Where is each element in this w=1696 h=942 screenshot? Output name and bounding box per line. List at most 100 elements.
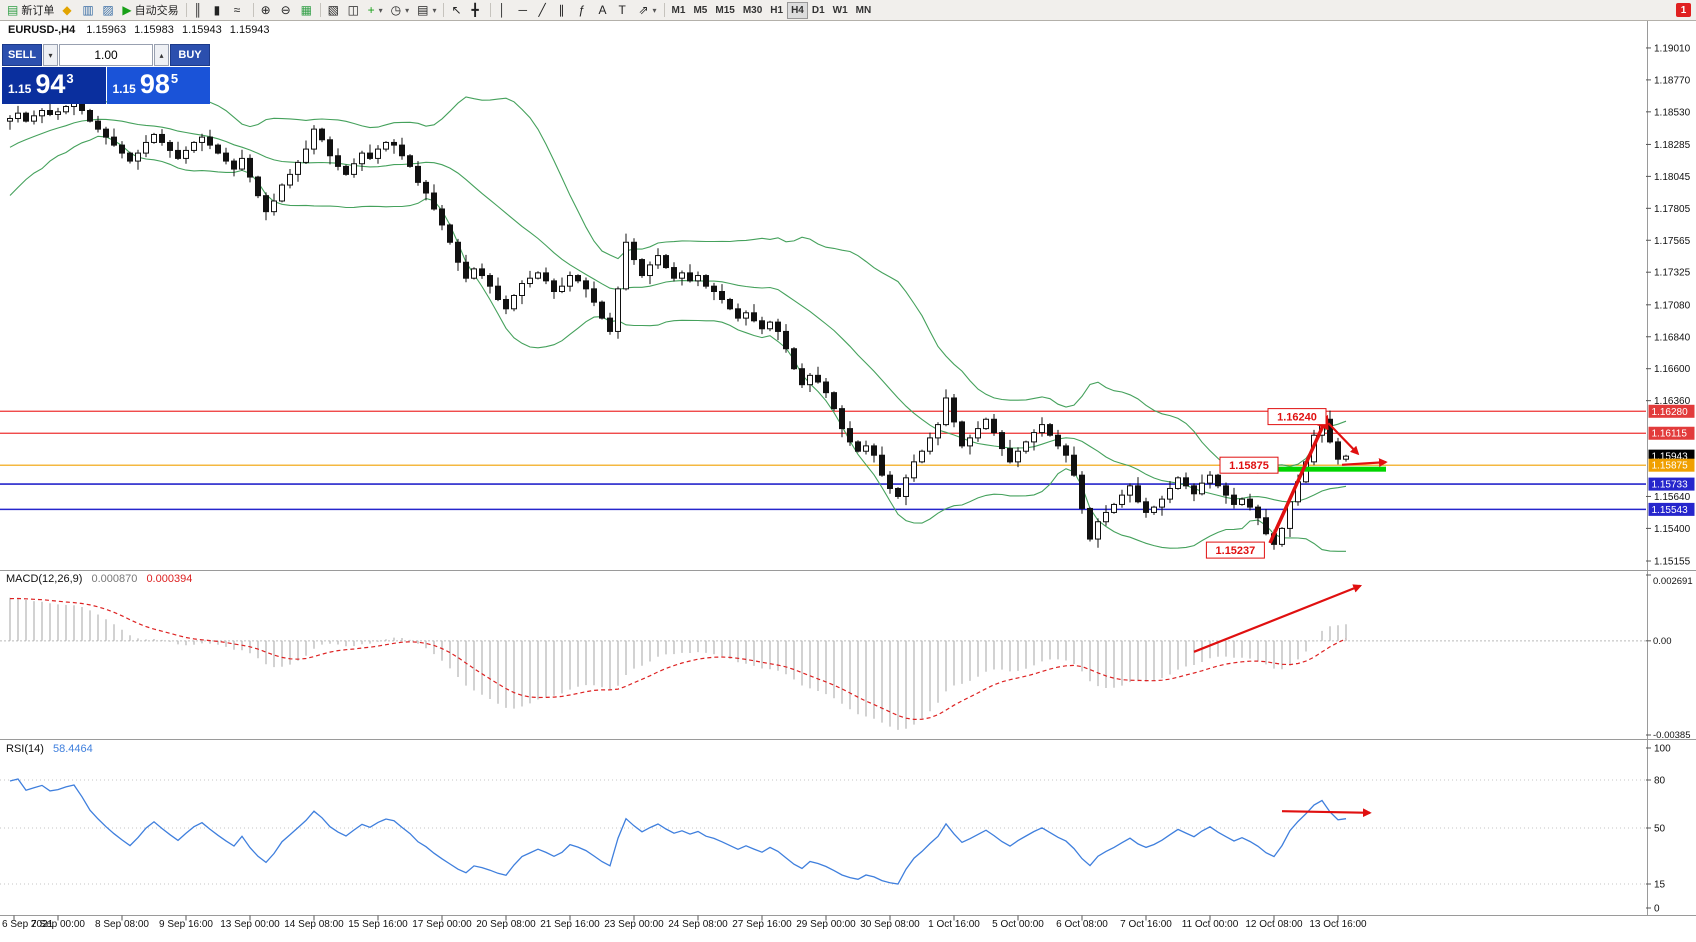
chart-bars-button[interactable]: ║ bbox=[190, 2, 210, 19]
crosshair-button[interactable]: ╋ bbox=[467, 2, 487, 19]
auto-trading-button[interactable]: ▶ 自动交易 bbox=[118, 2, 182, 19]
tf-m15-button[interactable]: M15 bbox=[711, 2, 738, 19]
add-indicator-button[interactable]: + ▾ bbox=[364, 2, 387, 19]
notification-badge[interactable]: 1 bbox=[1676, 3, 1691, 17]
toolbar-separator bbox=[252, 3, 254, 17]
toolbar-separator bbox=[319, 3, 321, 17]
navigator-button[interactable]: ▨ bbox=[98, 2, 118, 19]
periods-button[interactable]: ◷ ▾ bbox=[387, 2, 414, 19]
sell-price-display[interactable]: 1.15 94 3 bbox=[2, 67, 106, 104]
market-watch-button[interactable]: ◆ bbox=[58, 2, 78, 19]
svg-text:27 Sep 16:00: 27 Sep 16:00 bbox=[732, 919, 792, 930]
fibonacci-button[interactable]: ƒ bbox=[574, 2, 594, 19]
svg-text:1.18530: 1.18530 bbox=[1654, 107, 1691, 118]
templates-button[interactable]: ▤ ▾ bbox=[413, 2, 440, 19]
trade-panel-controls: SELL ▾ ▴ BUY bbox=[2, 44, 210, 66]
volume-down-button[interactable]: ▾ bbox=[43, 44, 58, 66]
macd-label: MACD(12,26,9) bbox=[6, 573, 83, 585]
volume-input[interactable] bbox=[59, 44, 153, 66]
svg-text:11 Oct 00:00: 11 Oct 00:00 bbox=[1182, 919, 1239, 930]
chart-candles-icon: ▮ bbox=[213, 3, 221, 17]
chart-line-button[interactable]: ≈ bbox=[230, 2, 250, 19]
tile-windows-icon: ▦ bbox=[300, 3, 312, 17]
svg-text:1.17805: 1.17805 bbox=[1654, 204, 1691, 215]
rsi-value: 58.4464 bbox=[52, 743, 93, 755]
tf-w1-button[interactable]: W1 bbox=[829, 2, 852, 19]
auto-trading-icon: ▶ bbox=[122, 3, 132, 17]
toolbar-separator bbox=[443, 3, 445, 17]
label-button[interactable]: T bbox=[614, 2, 634, 19]
market-watch-icon: ◆ bbox=[62, 3, 72, 17]
volume-up-button[interactable]: ▴ bbox=[154, 44, 169, 66]
arrows-button[interactable]: ⇗ ▾ bbox=[634, 2, 660, 19]
new-order-button-label: 新订单 bbox=[21, 5, 55, 17]
auto-trading-button-label: 自动交易 bbox=[134, 5, 179, 17]
tile-windows-button[interactable]: ▦ bbox=[297, 2, 317, 19]
trade-panel-prices: 1.15 94 3 1.15 98 5 bbox=[2, 67, 210, 104]
chart-candles-button[interactable]: ▮ bbox=[210, 2, 230, 19]
buy-button[interactable]: BUY bbox=[170, 44, 210, 66]
open-value: 1.15963 bbox=[86, 24, 127, 36]
svg-text:1.18285: 1.18285 bbox=[1654, 140, 1691, 151]
vertical-line-button[interactable]: │ bbox=[494, 2, 514, 19]
tf-m30-button[interactable]: M30 bbox=[739, 2, 766, 19]
text-button[interactable]: A bbox=[594, 2, 614, 19]
svg-text:1.17325: 1.17325 bbox=[1654, 268, 1691, 279]
zoom-in-icon: ⊕ bbox=[260, 3, 271, 17]
svg-text:1 Oct 16:00: 1 Oct 16:00 bbox=[928, 919, 980, 930]
chevron-up-icon: ▴ bbox=[159, 50, 164, 60]
svg-text:7 Sep 00:00: 7 Sep 00:00 bbox=[31, 919, 85, 930]
periods-icon: ◷ bbox=[390, 3, 402, 17]
tf-m5-button[interactable]: M5 bbox=[689, 2, 711, 19]
tf-h4-button[interactable]: H4 bbox=[787, 1, 808, 19]
channel-icon: ∥ bbox=[558, 3, 565, 17]
svg-text:12 Oct 08:00: 12 Oct 08:00 bbox=[1245, 919, 1303, 930]
sell-price-prefix: 1.15 bbox=[8, 82, 32, 96]
svg-text:7 Oct 16:00: 7 Oct 16:00 bbox=[1120, 919, 1172, 930]
trendline-button[interactable]: ╱ bbox=[534, 2, 554, 19]
chevron-down-icon: ▾ bbox=[432, 5, 437, 15]
new-order-button[interactable]: ▤ 新订单 bbox=[3, 2, 58, 19]
tf-h1-button[interactable]: H1 bbox=[766, 2, 787, 19]
sell-button[interactable]: SELL bbox=[2, 44, 42, 66]
add-indicator-icon: + bbox=[367, 3, 375, 17]
channel-button[interactable]: ∥ bbox=[554, 2, 574, 19]
zoom-in-button[interactable]: ⊕ bbox=[257, 2, 277, 19]
tf-mn-button[interactable]: MN bbox=[852, 2, 876, 19]
zoom-out-button[interactable]: ⊖ bbox=[277, 2, 297, 19]
svg-text:1.15400: 1.15400 bbox=[1654, 524, 1691, 535]
svg-text:8 Sep 08:00: 8 Sep 08:00 bbox=[95, 919, 149, 930]
text-icon: A bbox=[598, 3, 607, 17]
tf-h1-button-label: H1 bbox=[770, 4, 784, 16]
tf-mn-button-label: MN bbox=[855, 4, 872, 16]
low-value: 1.15943 bbox=[181, 24, 222, 36]
data-window-icon: ▥ bbox=[82, 3, 94, 17]
tf-d1-button[interactable]: D1 bbox=[808, 2, 829, 19]
horizontal-line-button[interactable]: ─ bbox=[514, 2, 534, 19]
svg-text:15 Sep 16:00: 15 Sep 16:00 bbox=[348, 919, 408, 930]
data-window-button[interactable]: ▥ bbox=[78, 2, 98, 19]
buy-price-display[interactable]: 1.15 98 5 bbox=[106, 67, 210, 104]
tf-m15-button-label: M15 bbox=[715, 4, 735, 16]
svg-text:1.15733: 1.15733 bbox=[1652, 480, 1689, 491]
fibonacci-icon: ƒ bbox=[578, 3, 586, 17]
buy-price-prefix: 1.15 bbox=[112, 82, 136, 96]
sell-price-big: 94 bbox=[35, 69, 66, 99]
chart-list-button[interactable]: ◫ bbox=[344, 2, 364, 19]
navigator-icon: ▨ bbox=[102, 3, 114, 17]
svg-text:17 Sep 00:00: 17 Sep 00:00 bbox=[412, 919, 472, 930]
svg-text:1.18045: 1.18045 bbox=[1654, 172, 1691, 183]
svg-text:0.002691: 0.002691 bbox=[1653, 576, 1693, 587]
crosshair-icon: ╋ bbox=[471, 3, 479, 17]
profiles-button[interactable]: ▧ bbox=[324, 2, 344, 19]
svg-text:1.15943: 1.15943 bbox=[1652, 452, 1689, 463]
macd-header: MACD(12,26,9) 0.000870 0.000394 bbox=[6, 573, 192, 585]
cursor-button[interactable]: ↖ bbox=[447, 2, 467, 19]
toolbar-separator bbox=[490, 3, 492, 17]
tf-h4-button-label: H4 bbox=[791, 4, 804, 16]
tf-m1-button-label: M1 bbox=[671, 4, 686, 16]
tf-m1-button[interactable]: M1 bbox=[668, 2, 690, 19]
svg-text:-0.00385: -0.00385 bbox=[1653, 730, 1691, 741]
chart-list-icon: ◫ bbox=[347, 3, 359, 17]
